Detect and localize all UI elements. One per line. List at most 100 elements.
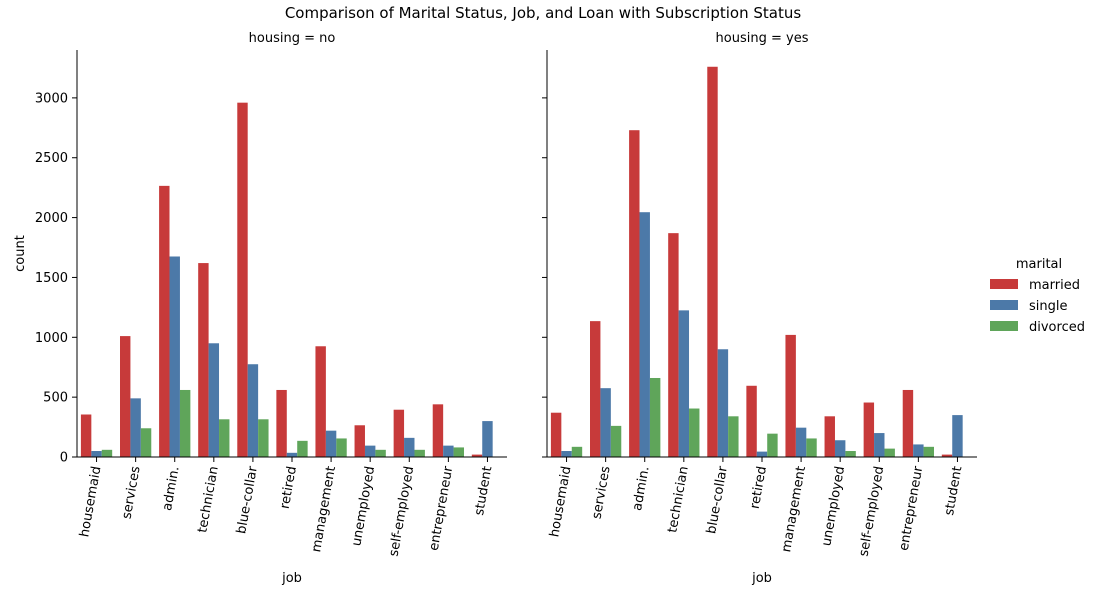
bar	[874, 433, 885, 457]
bar	[208, 343, 220, 457]
bar	[354, 425, 365, 457]
bar	[728, 416, 739, 457]
x-axis-label: job	[281, 571, 302, 586]
bar	[639, 212, 650, 457]
x-tick-label: housemaid	[547, 465, 574, 538]
panel-title: housing = yes	[716, 31, 809, 46]
y-axis-label: count	[13, 235, 28, 272]
bar	[101, 449, 113, 457]
y-tick-label: 500	[43, 391, 68, 406]
legend-swatch-single	[990, 300, 1018, 310]
bar	[913, 444, 924, 457]
bar	[629, 130, 640, 457]
x-tick-label: blue-collar	[234, 464, 261, 535]
x-tick-label: management	[309, 465, 339, 553]
bar	[91, 451, 102, 457]
x-tick-label: housemaid	[77, 465, 104, 538]
x-tick-label: blue-collar	[704, 464, 731, 535]
y-tick-label: 0	[60, 451, 68, 466]
bar	[561, 451, 572, 457]
chart-panels: housing = no 0 500 1000 1500 2000 2500 3000 hous…	[13, 31, 977, 586]
bar	[689, 408, 700, 457]
x-axis-label: job	[751, 571, 772, 586]
bar	[824, 416, 835, 457]
bar	[795, 427, 807, 457]
bar	[432, 404, 444, 457]
bar	[364, 445, 376, 457]
bar	[571, 446, 583, 457]
bar	[393, 409, 405, 457]
bar	[923, 446, 934, 457]
legend-swatch-married	[990, 279, 1018, 289]
y-tick-label: 3000	[35, 91, 68, 106]
chart-legend: marital married single divorced	[990, 257, 1085, 335]
bar	[590, 321, 601, 457]
y-tick-label: 2500	[35, 151, 68, 166]
x-tick-label: management	[779, 465, 809, 553]
bar	[863, 402, 875, 457]
bar	[952, 415, 963, 457]
bar	[610, 425, 622, 457]
bar	[258, 419, 269, 457]
bar	[600, 388, 611, 457]
x-tick-label: retired	[748, 465, 770, 510]
x-tick-label: self-employed	[857, 465, 888, 558]
legend-label-divorced: divorced	[1029, 320, 1085, 335]
bar	[707, 66, 718, 458]
x-tick-label: services	[590, 465, 614, 520]
bar	[237, 102, 248, 457]
legend-swatch-divorced	[990, 321, 1018, 331]
x-tick-label: retired	[278, 465, 300, 510]
bar	[286, 452, 298, 457]
bar	[756, 451, 768, 457]
x-tick-label: technician	[665, 465, 691, 534]
bar	[746, 385, 757, 457]
bar	[649, 377, 661, 457]
bar	[668, 233, 679, 457]
x-tick-label: student	[472, 465, 495, 517]
y-tick-label: 1500	[35, 271, 68, 286]
y-tick-label: 1000	[35, 331, 68, 346]
bar	[336, 438, 347, 457]
x-tick-label: technician	[195, 465, 221, 534]
bar	[902, 389, 914, 457]
bar	[471, 454, 483, 457]
panel-0: housing = no 0 500 1000 1500 2000 2500 3000 hous…	[13, 31, 507, 586]
y-tick-label: 2000	[35, 211, 68, 226]
chart-title: Comparison of Marital Status, Job, and L…	[285, 4, 802, 22]
bar	[884, 448, 895, 457]
bar	[159, 185, 170, 457]
bar	[678, 310, 690, 457]
x-tick-label: entrepreneur	[427, 464, 457, 551]
x-tick-label: services	[120, 465, 144, 520]
bar	[806, 438, 817, 457]
bar	[297, 440, 308, 457]
x-tick-label: student	[942, 465, 965, 517]
panel-1: housing = yes housemaid services admin. tech…	[542, 31, 977, 586]
bar	[120, 336, 131, 457]
x-tick-label: unemployed	[819, 465, 848, 547]
bar	[247, 364, 259, 457]
x-tick-label: admin.	[630, 465, 653, 512]
bar	[276, 389, 287, 457]
x-tick-label: unemployed	[349, 465, 378, 547]
bar	[375, 449, 386, 457]
bar	[785, 334, 796, 457]
x-tick-label: admin.	[160, 465, 183, 512]
bar	[80, 414, 92, 457]
bar	[717, 349, 729, 457]
bar	[179, 389, 191, 457]
bar	[130, 398, 141, 457]
bar	[169, 256, 180, 457]
bar	[482, 421, 493, 457]
bar	[140, 428, 152, 457]
legend-label-married: married	[1029, 278, 1080, 293]
bar	[941, 454, 953, 457]
bar	[414, 449, 425, 457]
bar	[453, 447, 464, 457]
x-tick-label: entrepreneur	[897, 464, 927, 551]
bar	[767, 433, 778, 457]
bar	[198, 263, 209, 457]
bar	[550, 412, 562, 457]
bar	[315, 346, 326, 457]
